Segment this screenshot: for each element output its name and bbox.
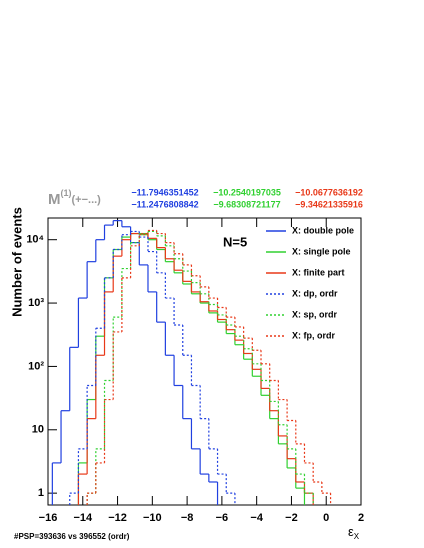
legend-label: X: finite part — [292, 267, 345, 277]
legend-label: X: single pole — [292, 246, 351, 256]
legend-label: X: double pole — [292, 225, 354, 235]
x-tick-label: −16 — [39, 512, 58, 524]
footnote: #PSP=393636 vs 396552 (ordr) — [14, 532, 130, 541]
legend-label: X: dp, ordr — [292, 288, 338, 298]
title-rest: (+−...) — [72, 194, 102, 206]
header-value: −10.2540197035 — [213, 187, 281, 197]
header-value: −9.34621335916 — [295, 199, 363, 209]
x-label-sub: X — [354, 532, 360, 541]
x-tick-label: −10 — [143, 512, 162, 524]
legend-label: X: sp, ordr — [292, 309, 338, 319]
title-sup: (1) — [61, 188, 72, 198]
y-axis-label: Number of events — [9, 207, 24, 317]
header-value: −11.7946351452 — [131, 187, 198, 197]
chart-title: M(1)(+−...) — [48, 188, 101, 208]
y-tick-label: 10⁴ — [26, 234, 44, 246]
x-tick-label: −8 — [181, 512, 194, 524]
y-tick-label: 10³ — [28, 297, 44, 309]
y-tick-label: 1 — [38, 487, 44, 499]
header-value: −11.2476808842 — [131, 199, 198, 209]
y-tick-label: 10 — [32, 424, 44, 436]
x-tick-label: −6 — [216, 512, 229, 524]
x-tick-label: −12 — [108, 512, 127, 524]
x-tick-label: −4 — [250, 512, 263, 524]
x-axis-label: εX — [348, 524, 360, 541]
x-tick-label: 0 — [323, 512, 329, 524]
y-tick-label: 10² — [28, 360, 44, 372]
plot-frame — [47, 217, 362, 506]
legend-label: X: fp, ordr — [292, 330, 335, 340]
x-tick-label: 2 — [358, 512, 364, 524]
x-tick-label: −2 — [285, 512, 298, 524]
title-main: M — [48, 191, 61, 208]
x-label-main: ε — [348, 524, 354, 539]
header-value: −10.0677636192 — [295, 187, 363, 197]
x-tick-label: −14 — [73, 512, 93, 524]
annotation: N=5 — [223, 234, 247, 249]
header-value: −9.68308721177 — [213, 199, 280, 209]
